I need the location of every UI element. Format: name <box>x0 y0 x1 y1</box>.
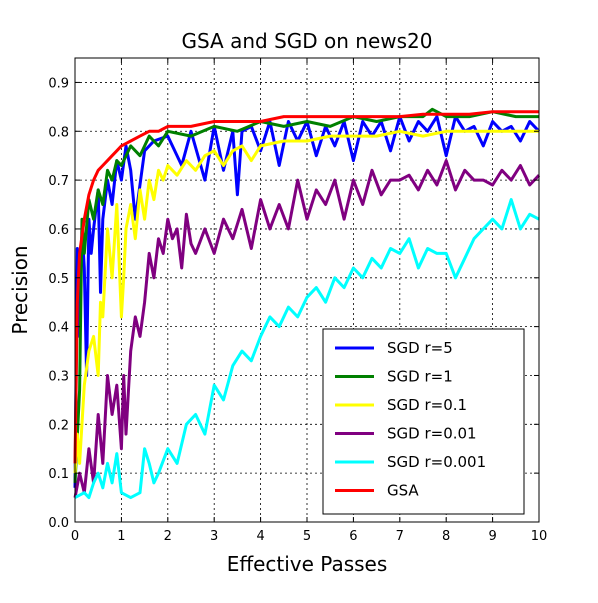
x-tick-label: 3 <box>210 529 218 544</box>
chart-title: GSA and SGD on news20 <box>181 29 432 53</box>
y-tick-label: 0.5 <box>48 272 69 287</box>
y-tick-label: 0.2 <box>48 418 69 433</box>
x-tick-label: 6 <box>349 529 357 544</box>
legend-label: GSA <box>387 482 419 500</box>
x-tick-label: 5 <box>303 529 311 544</box>
x-tick-label: 4 <box>256 529 264 544</box>
y-tick-label: 0.1 <box>48 467 69 482</box>
x-tick-label: 2 <box>164 529 172 544</box>
legend-label: SGD r=0.1 <box>387 396 467 414</box>
x-axis-label: Effective Passes <box>227 552 388 576</box>
y-tick-label: 0.8 <box>48 125 69 140</box>
x-tick-label: 10 <box>531 529 548 544</box>
legend-label: SGD r=0.01 <box>387 425 477 443</box>
legend-label: SGD r=1 <box>387 368 453 386</box>
x-tick-label: 9 <box>488 529 496 544</box>
series-line-sgd-r-0-01 <box>73 159 541 498</box>
x-tick-label: 0 <box>71 529 79 544</box>
y-tick-label: 0.9 <box>48 76 69 91</box>
y-tick-label: 0.3 <box>48 369 69 384</box>
series-line-gsa <box>73 110 539 464</box>
legend-label: SGD r=5 <box>387 339 453 357</box>
y-tick-label: 0.0 <box>48 516 69 531</box>
series-line-sgd-r-5 <box>73 115 541 488</box>
series-lines <box>73 107 541 500</box>
legend-box <box>322 328 525 515</box>
y-tick-label: 0.6 <box>48 223 69 238</box>
x-tick-label: 8 <box>442 529 450 544</box>
legend: SGD r=5 SGD r=1 SGD r=0.1 SGD r=0.01 SGD r=0… <box>322 328 525 515</box>
legend-label: SGD r=0.001 <box>387 453 486 471</box>
y-tick-label: 0.7 <box>48 174 69 189</box>
y-axis-label: Precision <box>8 245 32 334</box>
series-line-sgd-r-0-1 <box>73 129 539 474</box>
x-tick-label: 1 <box>117 529 125 544</box>
series-line-sgd-r-0-001 <box>74 198 540 500</box>
y-tick-label: 0.4 <box>48 321 69 336</box>
x-tick-label: 7 <box>396 529 404 544</box>
axis-ticks: 0 1 2 3 4 5 6 7 8 9 10 0.0 0.1 0.2 0.3 0.4 0.5 0.6 0.7 0.8 0… <box>48 58 547 544</box>
